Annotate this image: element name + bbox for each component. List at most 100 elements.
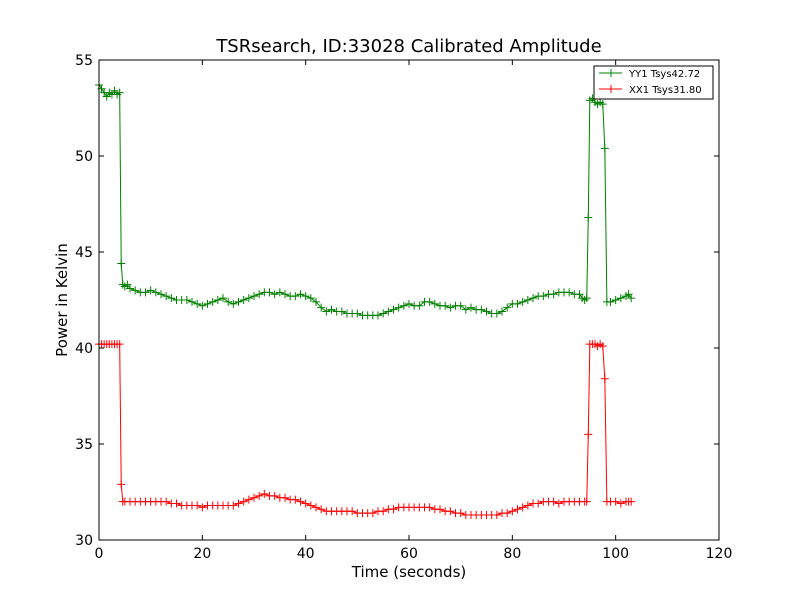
data-point (275, 288, 284, 297)
data-point (513, 505, 522, 514)
data-point (162, 292, 171, 301)
data-point (389, 305, 398, 314)
data-point (250, 292, 258, 301)
data-point (529, 294, 537, 303)
data-point (115, 340, 124, 349)
legend-box (593, 65, 714, 100)
data-point (598, 100, 607, 109)
data-point (157, 290, 165, 299)
data-point (260, 489, 269, 498)
data-point (523, 501, 532, 510)
data-point (213, 296, 222, 304)
data-point (461, 305, 470, 314)
data-point (477, 305, 486, 314)
legend-label-yy1: YY1 Tsys42.72 (628, 69, 700, 80)
data-point (337, 307, 346, 316)
data-point (193, 501, 202, 510)
x-tick-label: 40 (297, 546, 315, 562)
data-point (456, 301, 465, 310)
data-point (598, 342, 607, 351)
x-axis-label: Time (seconds) (351, 563, 467, 581)
data-point (151, 288, 160, 297)
x-tick-label: 80 (503, 546, 521, 562)
data-point (198, 301, 207, 310)
data-point (492, 309, 501, 318)
data-point (219, 294, 227, 303)
x-tick-label: 60 (400, 546, 418, 562)
y-tick-label: 55 (75, 53, 93, 69)
data-point (229, 299, 238, 308)
data-point (117, 259, 126, 268)
data-point (441, 301, 450, 310)
data-point (508, 507, 517, 516)
y-tick-label: 45 (75, 245, 93, 261)
data-point (270, 491, 279, 500)
data-point (265, 288, 274, 297)
y-tick-label: 50 (75, 149, 93, 165)
data-point (582, 294, 591, 303)
y-axis-label: Power in Kelvin (53, 243, 71, 357)
data-point (255, 290, 264, 299)
data-point (430, 299, 439, 308)
data-point (312, 503, 320, 512)
data-point (503, 303, 512, 312)
data-point (131, 286, 140, 295)
data-point (554, 499, 563, 508)
data-point (162, 497, 171, 506)
data-point (167, 294, 176, 303)
data-point (244, 495, 253, 504)
legend-label-xx1: XX1 Tsys31.80 (629, 85, 702, 96)
legend-entry-xx1: XX1 Tsys31.80 (599, 85, 702, 96)
data-point (405, 299, 413, 308)
data-point (198, 503, 207, 512)
series-layer (95, 80, 636, 520)
data-point (399, 301, 408, 310)
data-point (234, 499, 243, 508)
data-point (115, 88, 124, 97)
data-point (270, 290, 279, 299)
series-1 (95, 340, 636, 520)
data-point (239, 497, 248, 506)
data-point (117, 480, 126, 489)
data-point (498, 307, 506, 316)
data-point (126, 284, 134, 293)
data-point (208, 297, 217, 306)
data-point (296, 497, 305, 506)
data-point (322, 307, 331, 316)
data-point (255, 491, 264, 500)
data-point (296, 290, 305, 299)
data-point (611, 497, 620, 506)
data-point (239, 296, 248, 304)
data-point (193, 299, 202, 308)
data-point (582, 497, 591, 506)
data-point (415, 301, 424, 310)
data-point (611, 296, 620, 304)
x-tick-label: 100 (602, 546, 629, 562)
data-point (312, 297, 320, 306)
data-point (368, 509, 377, 518)
data-point (379, 309, 388, 318)
y-tick-label: 30 (75, 533, 93, 549)
chart-title: TSRsearch, ID:33028 Calibrated Amplitude (215, 36, 601, 57)
y-tick-label: 35 (75, 437, 93, 453)
series-0 (95, 80, 636, 320)
data-point (513, 299, 522, 308)
data-point (584, 213, 593, 222)
y-tick-label: 40 (75, 341, 93, 357)
data-point (301, 499, 310, 508)
data-point (456, 509, 465, 518)
data-point (327, 305, 336, 314)
data-point (549, 290, 558, 299)
data-point (306, 294, 315, 303)
data-point (229, 501, 238, 510)
data-point (436, 505, 444, 514)
data-point (616, 499, 625, 508)
data-point (224, 297, 233, 306)
data-point (492, 511, 501, 520)
data-point (446, 507, 455, 516)
ticks-layer: 0 20 40 60 80 100 120 30 35 40 45 50 55 (75, 53, 732, 562)
data-point (281, 290, 289, 299)
data-point (627, 294, 636, 303)
